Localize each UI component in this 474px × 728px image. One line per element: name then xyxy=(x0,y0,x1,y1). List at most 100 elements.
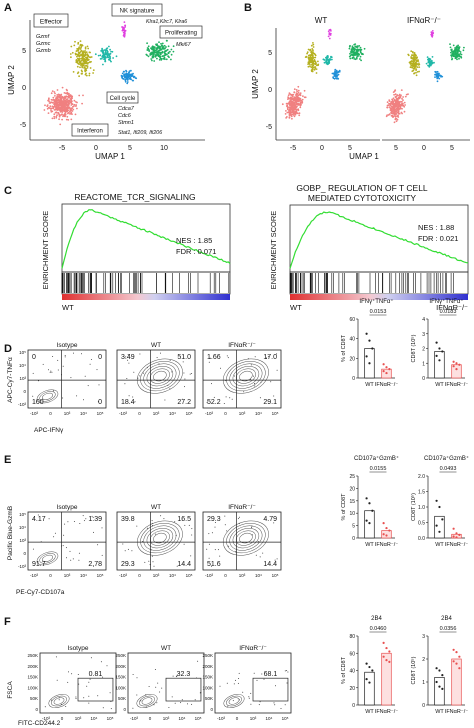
interferon-cluster-point xyxy=(55,100,57,102)
ko-proliferating-point xyxy=(458,55,460,58)
wt-proliferating-point xyxy=(359,46,362,49)
wt-teal-point xyxy=(325,58,328,60)
ko-proliferating-point xyxy=(458,57,460,60)
wt-proliferating-point xyxy=(359,50,362,53)
flow-event xyxy=(134,401,136,403)
bar-chart-ylabel: % of CD8T xyxy=(341,493,347,521)
effector-cluster-point xyxy=(88,72,91,75)
flow-event xyxy=(182,398,184,400)
flow-xtick: 0 xyxy=(224,411,227,416)
flow-xtick: 10⁴ xyxy=(80,573,87,578)
ko-effector-point xyxy=(410,50,413,53)
ko-interferon-point xyxy=(400,94,402,97)
flow-event xyxy=(56,679,58,681)
umap-a-ytick: 0 xyxy=(22,85,26,92)
ko-interferon-point xyxy=(402,96,404,98)
ko-effector-point xyxy=(407,54,410,57)
umap-b-ytick: 0 xyxy=(268,87,272,94)
proliferating-cluster-point xyxy=(148,49,150,51)
ko-teal-point xyxy=(428,60,430,62)
flow-event xyxy=(206,548,208,550)
wt-effector-point xyxy=(305,55,308,58)
bar-wt xyxy=(434,515,445,539)
interferon-cluster-point xyxy=(70,100,73,102)
wt-interferon-point xyxy=(293,115,296,118)
effector-cluster-point xyxy=(86,45,89,48)
effector-cluster-point xyxy=(86,57,88,60)
proliferating-cluster-point xyxy=(154,51,157,54)
contour xyxy=(140,523,180,554)
flow-ytick: 0 xyxy=(23,551,26,556)
flow-event xyxy=(136,677,138,679)
ko-interferon-point xyxy=(391,100,393,103)
interferon-cluster-point xyxy=(53,103,55,106)
bar-category-label: IFNαR⁻/⁻ xyxy=(375,542,398,548)
wt-interferon-point xyxy=(292,107,295,110)
interferon-cluster-point xyxy=(64,96,67,99)
interferon-cluster-point xyxy=(55,97,57,100)
gsea-2-right: IFNαR⁻/⁻ xyxy=(436,303,468,312)
flow-event xyxy=(182,361,184,363)
contour xyxy=(229,525,263,551)
interferon-cluster-point xyxy=(59,102,62,104)
interferon-cluster-point xyxy=(70,107,73,110)
proliferating-cluster-point xyxy=(147,55,150,58)
flow-event xyxy=(274,704,276,706)
ko-proliferating-point xyxy=(449,43,451,45)
interferon-genes: Stat1, Ifi209, Ifi206 xyxy=(118,130,162,136)
flow-event xyxy=(97,544,99,546)
flow-event xyxy=(184,524,186,526)
flow-event xyxy=(157,682,159,684)
flow-event xyxy=(78,552,80,554)
bar-chart-ytick: 60 xyxy=(349,651,355,657)
flow-xtick: 0 xyxy=(49,573,52,578)
flow-event xyxy=(73,352,74,354)
flow-event xyxy=(54,532,56,534)
interferon-cluster-point xyxy=(51,105,54,108)
flow-event xyxy=(127,354,129,355)
flow-ytick: -10³ xyxy=(18,402,27,407)
interferon-cluster-point xyxy=(61,118,63,121)
bar-data-point xyxy=(368,665,371,669)
flow-event xyxy=(238,516,240,518)
bar-chart-ytick: 25 xyxy=(349,474,355,480)
ko-proliferating-point xyxy=(453,55,456,58)
interferon-cluster-point xyxy=(75,101,77,103)
cellcycle-cluster-point xyxy=(126,73,128,76)
ko-effector-point xyxy=(412,61,415,63)
p-value: 0.0183 xyxy=(440,309,457,315)
interferon-cluster-point xyxy=(46,107,49,110)
quadrant-value: 39.8 xyxy=(121,516,135,523)
cellcycle-cluster-point xyxy=(126,81,129,83)
effector-cluster-point xyxy=(84,67,86,69)
gsea-2-title: GOBP_ REGULATION OF T CELL xyxy=(296,183,428,193)
bar-wt xyxy=(434,677,445,706)
bar-chart-ytick: 80 xyxy=(349,634,355,640)
interferon-cluster-point xyxy=(56,114,58,117)
proliferating-cluster-point xyxy=(147,45,150,48)
wt-teal-point xyxy=(325,56,327,59)
bar-data-point xyxy=(388,660,391,663)
quadrant-value: 52.2 xyxy=(207,399,221,406)
flow-ytick: 150K xyxy=(115,675,126,680)
proliferating-cluster-point xyxy=(160,42,162,45)
quadrant-value: 29.3 xyxy=(121,561,135,568)
effector-cluster-point xyxy=(81,44,84,47)
flow-event xyxy=(76,395,78,397)
wt-cellcycle-point xyxy=(332,76,334,79)
flow-xtick: -10³ xyxy=(30,411,39,416)
wt-interferon-point xyxy=(288,117,291,119)
teal-cluster-point xyxy=(104,60,107,63)
wt-proliferating-point xyxy=(356,50,359,53)
wt-cellcycle-point xyxy=(333,74,336,76)
panel-letter-c: C xyxy=(4,185,12,197)
flow-event xyxy=(270,381,272,383)
flow-xtick: 10⁴ xyxy=(169,411,176,416)
teal-cluster-point xyxy=(104,57,107,59)
bar-data-point xyxy=(382,363,385,366)
flow-event xyxy=(262,552,264,554)
wt-interferon-point xyxy=(290,104,292,106)
flow-event xyxy=(225,396,227,398)
flow-event xyxy=(38,380,39,382)
flow-ytick: 250K xyxy=(202,653,213,658)
